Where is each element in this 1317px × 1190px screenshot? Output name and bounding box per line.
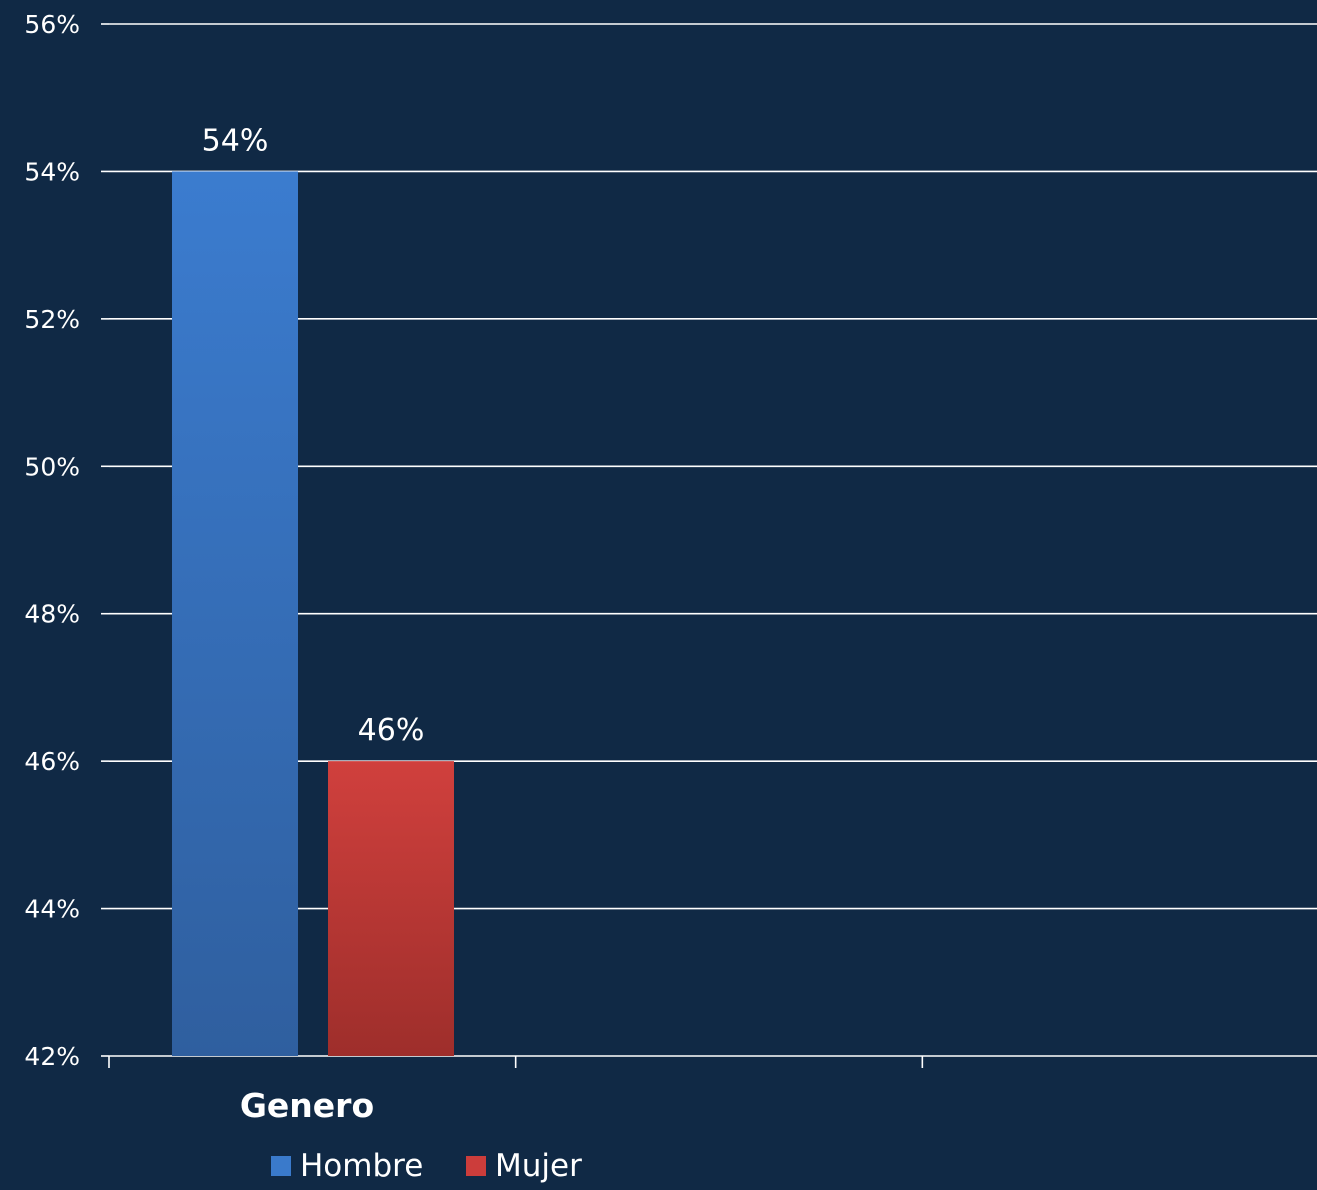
data-label: 46% — [358, 713, 425, 748]
y-tick-label: 42% — [24, 1042, 80, 1071]
y-axis-tick-labels: 42% 44% 46% 48% 50% 52% 54% 56% — [24, 10, 80, 1071]
y-tick-label: 52% — [24, 305, 80, 334]
y-tick-label: 50% — [24, 452, 80, 481]
legend-item: Hombre — [271, 1148, 423, 1184]
legend-swatch — [466, 1156, 486, 1176]
x-axis — [108, 1055, 1317, 1068]
legend: Hombre Mujer — [271, 1148, 582, 1184]
gridlines — [101, 23, 1317, 1057]
bar-hombre — [172, 171, 298, 1056]
bars — [172, 171, 454, 1056]
legend-item: Mujer — [466, 1148, 582, 1184]
bar-mujer — [328, 761, 454, 1056]
y-tick-label: 48% — [24, 600, 80, 629]
y-tick-label: 54% — [24, 157, 80, 186]
category-label: Genero — [240, 1086, 374, 1125]
category-labels: Genero — [240, 1086, 374, 1125]
y-tick-label: 44% — [24, 895, 80, 924]
legend-swatch — [271, 1156, 291, 1176]
legend-label: Hombre — [300, 1148, 423, 1184]
data-label: 54% — [202, 123, 269, 158]
y-tick-label: 56% — [24, 10, 80, 39]
y-tick-label: 46% — [24, 747, 80, 776]
data-labels: 54% 46% — [202, 123, 425, 748]
legend-label: Mujer — [495, 1148, 582, 1184]
